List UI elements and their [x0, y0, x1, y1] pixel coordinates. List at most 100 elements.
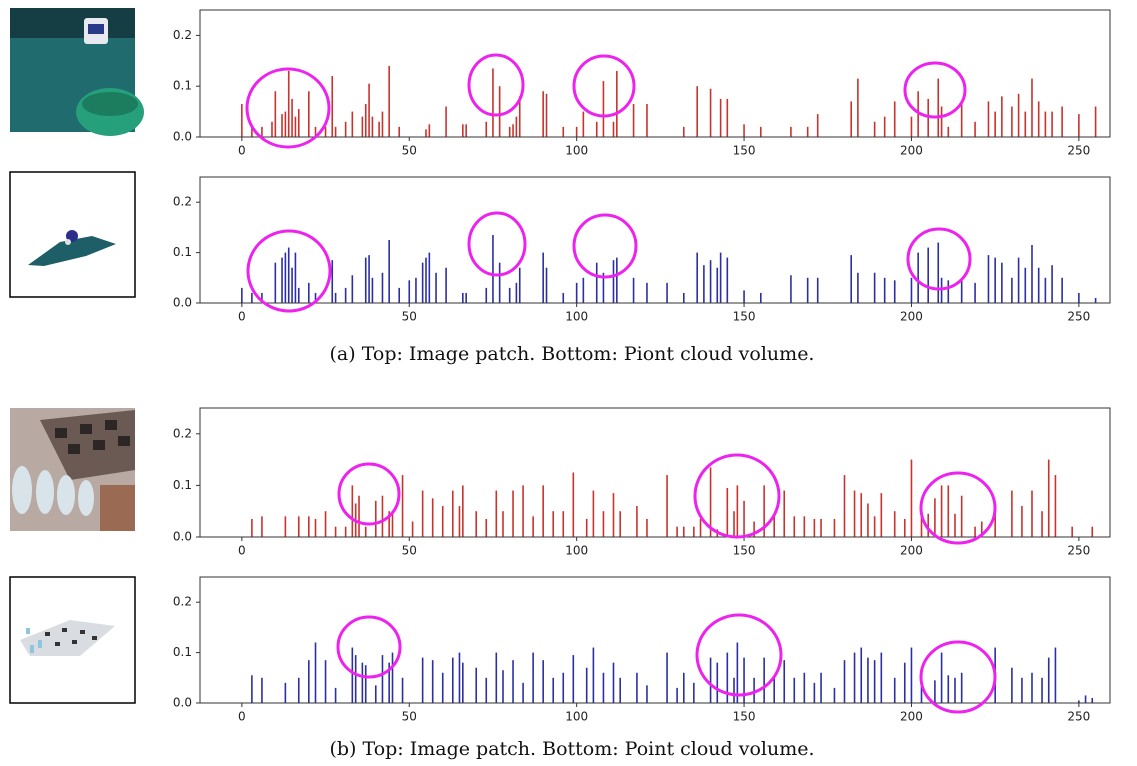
bar [241, 103, 243, 137]
bar [532, 652, 534, 703]
bar [431, 498, 434, 537]
bar [880, 493, 883, 537]
bar [284, 252, 287, 303]
bar-chart: 0 50 100 150 200 250 0.0 0.1 0.2 [173, 9, 1111, 158]
x-tick-label: 150 [733, 310, 756, 324]
y-tick-label: 0.1 [173, 79, 192, 93]
bar [682, 672, 685, 703]
bar [666, 282, 668, 303]
bar [646, 685, 648, 703]
bar [344, 526, 347, 537]
highlight-circle [337, 462, 401, 526]
bar [666, 652, 668, 703]
x-tick-label: 200 [900, 144, 923, 158]
bar [619, 511, 621, 537]
bar [314, 126, 317, 137]
bar [1084, 695, 1087, 703]
bar [344, 121, 347, 137]
bar [612, 121, 615, 137]
bar [783, 660, 786, 703]
bar [843, 660, 846, 703]
bar [458, 506, 461, 537]
bar [374, 500, 377, 537]
bar [927, 513, 930, 537]
bar [994, 506, 996, 537]
bar [857, 272, 859, 303]
bar [880, 652, 883, 703]
y-tick-label: 0.2 [173, 195, 192, 209]
bar [716, 662, 719, 703]
bar [850, 255, 852, 303]
bar [331, 76, 334, 137]
image-patch-a [10, 8, 144, 136]
bar [699, 518, 702, 537]
bar [947, 280, 950, 303]
bar [726, 98, 729, 137]
bar [947, 675, 950, 703]
bar [388, 65, 390, 137]
bar [759, 292, 762, 303]
bar [398, 126, 401, 137]
bar [498, 86, 501, 137]
bar [843, 475, 846, 537]
bar [934, 680, 936, 703]
bar [743, 124, 745, 137]
bar-chart: 0 50 100 150 200 250 0.0 0.1 0.2 [173, 576, 1111, 724]
bar [1091, 526, 1094, 537]
bar [334, 687, 337, 703]
bar [703, 265, 705, 303]
bar [1044, 111, 1047, 137]
bar [297, 677, 300, 703]
bar [833, 687, 836, 703]
image-patch-b [10, 408, 135, 531]
bar [297, 516, 300, 537]
bar [545, 93, 548, 137]
bar [314, 642, 317, 703]
bar [351, 275, 354, 303]
bar [284, 111, 287, 137]
bar [960, 495, 963, 537]
bar [1041, 511, 1043, 537]
bar [381, 111, 384, 137]
bar [294, 252, 297, 303]
bar [595, 262, 598, 303]
bar [632, 277, 635, 303]
bar [314, 518, 317, 537]
bar [308, 282, 310, 303]
bar [381, 655, 384, 703]
bar [860, 493, 863, 537]
bar [726, 257, 729, 303]
bar [987, 101, 990, 137]
bar [492, 68, 494, 137]
bar [994, 257, 996, 303]
bar [1011, 667, 1013, 703]
highlight-circle [919, 471, 997, 545]
bar [1094, 297, 1097, 303]
bar [927, 247, 930, 303]
bar [391, 511, 394, 537]
bar [873, 660, 876, 703]
x-tick-label: 50 [402, 544, 417, 558]
bar-chart: 0 50 100 150 200 250 0.0 0.1 0.2 [173, 407, 1111, 558]
bar [294, 116, 297, 137]
bar [261, 516, 263, 537]
bar [324, 660, 327, 703]
bar [274, 262, 277, 303]
caption: (a) Top: Image patch. Bottom: Piont clou… [330, 343, 815, 365]
bar [790, 275, 792, 303]
bar [1021, 506, 1023, 537]
bar [1044, 277, 1047, 303]
bar [873, 121, 876, 137]
bar [893, 101, 896, 137]
bar [696, 252, 698, 303]
bar [334, 292, 337, 303]
bar [602, 272, 605, 303]
bar [512, 490, 514, 537]
x-tick-label: 200 [900, 310, 923, 324]
bar [281, 114, 283, 137]
bar [793, 677, 796, 703]
bar [354, 655, 357, 703]
bar [646, 518, 648, 537]
bar [616, 257, 618, 303]
